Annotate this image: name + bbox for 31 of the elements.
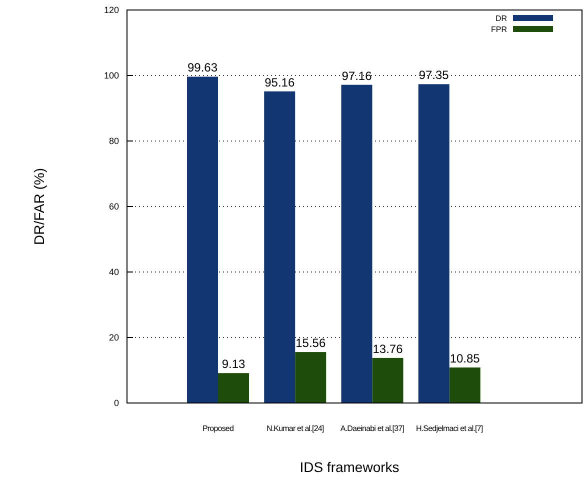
x-tick-label: N.Kumar et al.[24] <box>266 424 324 433</box>
bar <box>218 373 249 403</box>
data-label: 9.13 <box>222 357 246 372</box>
legend-label: DR <box>495 14 508 23</box>
data-label: 15.56 <box>296 336 326 350</box>
y-tick-label: 120 <box>104 5 119 15</box>
data-label: 99.63 <box>187 60 218 75</box>
y-tick-label: 80 <box>108 136 119 146</box>
data-label: 13.76 <box>372 342 404 356</box>
x-axis-title: IDS frameworks <box>300 459 400 475</box>
bar <box>449 367 480 403</box>
data-label: 97.16 <box>342 68 372 83</box>
bar <box>264 91 296 403</box>
y-tick-label: 100 <box>104 70 119 80</box>
bar <box>295 352 326 403</box>
bar <box>418 84 450 403</box>
y-axis-title: DR/FAR (%) <box>31 168 47 245</box>
x-tick-label: H.Sedjelmaci et al.[7] <box>416 424 483 433</box>
data-label: 97.35 <box>418 68 450 82</box>
x-tick-label: Proposed <box>202 424 234 433</box>
data-label: 95.16 <box>264 75 295 90</box>
bar <box>187 76 218 403</box>
y-tick-label: 60 <box>108 202 119 212</box>
bar <box>341 84 372 403</box>
bar <box>372 358 404 403</box>
data-label: 10.85 <box>450 351 480 366</box>
y-tick-label: 40 <box>108 267 119 277</box>
x-tick-label: A.Daeinabi et al.[37] <box>340 424 404 433</box>
y-tick-label: 0 <box>114 398 119 408</box>
legend-label: FPR <box>491 25 508 34</box>
y-tick-label: 20 <box>108 332 119 342</box>
